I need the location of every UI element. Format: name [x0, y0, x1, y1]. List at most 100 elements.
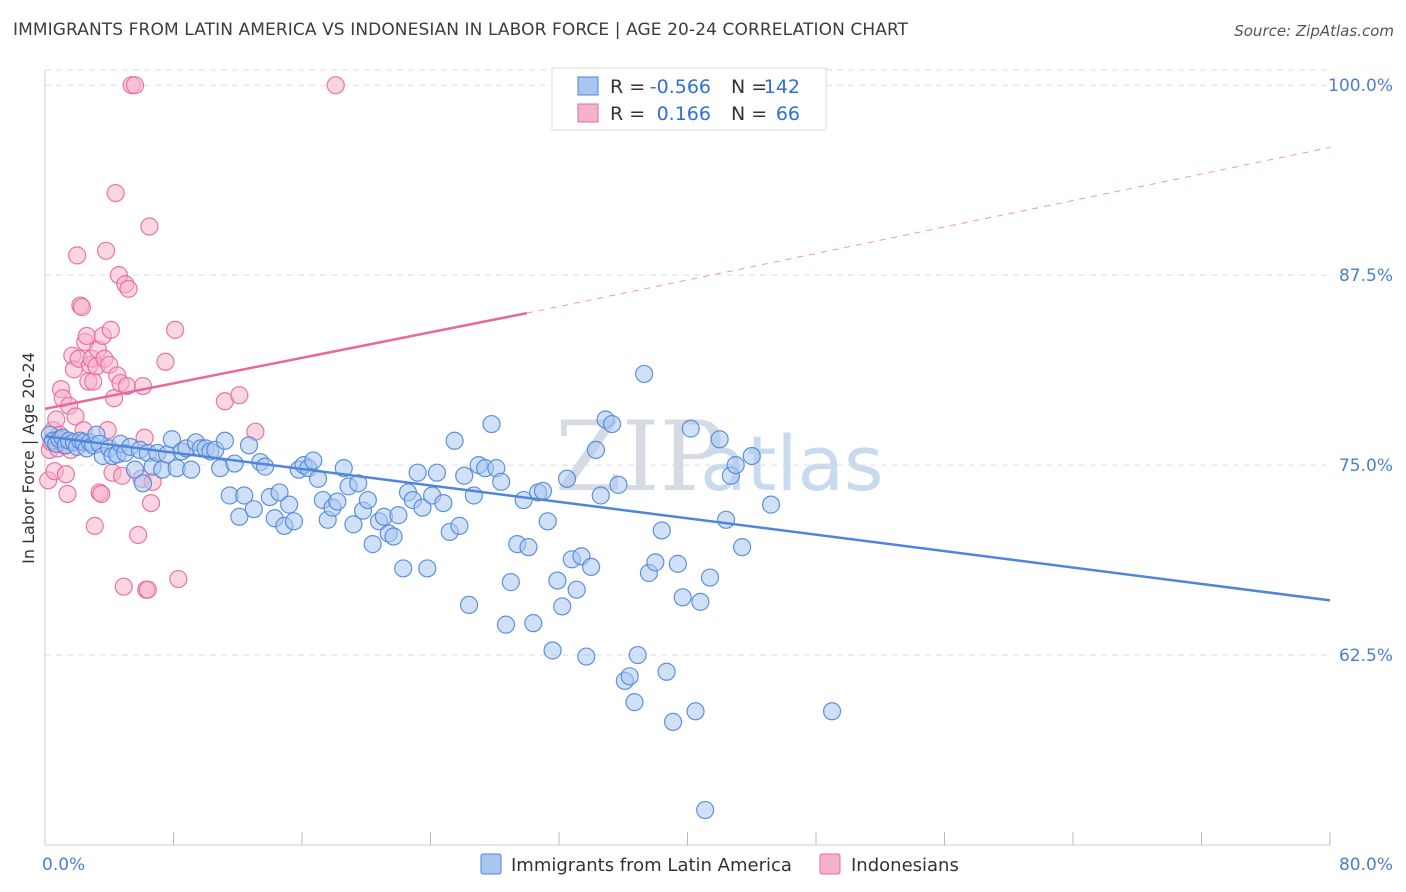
- data-point: [66, 407, 85, 426]
- chart-title: IMMIGRANTS FROM LATIN AMERICA VS INDONES…: [13, 20, 909, 40]
- stats-blue-r-label: R =: [610, 76, 645, 98]
- data-point: [519, 538, 538, 557]
- data-point: [162, 430, 181, 449]
- data-point: [104, 389, 124, 408]
- data-point: [538, 512, 557, 531]
- data-point: [553, 597, 572, 616]
- data-point: [716, 510, 736, 529]
- data-point: [235, 486, 254, 505]
- gridlines: [45, 69, 1330, 656]
- data-point: [434, 493, 453, 513]
- x-tick-label-min: 0.0%: [42, 855, 85, 875]
- data-point: [358, 490, 377, 510]
- data-point: [710, 430, 729, 449]
- y-axis-tick-labels: 62.5% 75.0% 87.5% 100.0%: [1328, 76, 1393, 666]
- legend-swatch-latin-america: [480, 853, 502, 875]
- data-point: [681, 419, 700, 438]
- data-point: [696, 800, 715, 820]
- data-point: [582, 557, 601, 577]
- y-tick-label: 100.0%: [1328, 76, 1393, 96]
- y-tick-label: 62.5%: [1339, 646, 1393, 666]
- data-point: [524, 614, 543, 633]
- data-point: [533, 481, 553, 501]
- data-point: [77, 326, 96, 346]
- data-point: [548, 571, 567, 590]
- data-point: [496, 615, 516, 634]
- data-point: [635, 364, 654, 384]
- data-point: [344, 515, 363, 534]
- stats-box: R = -0.566 N = 142 R = 0.166 N = 66: [551, 67, 827, 131]
- stats-pink-n-value: 66: [776, 103, 800, 125]
- data-point: [133, 376, 153, 396]
- data-point: [47, 410, 66, 429]
- data-point: [114, 577, 133, 596]
- data-point: [543, 641, 562, 660]
- y-tick-label: 87.5%: [1339, 266, 1393, 286]
- data-point: [270, 483, 289, 502]
- data-point: [334, 459, 353, 478]
- legend-swatch-indonesians: [819, 853, 841, 875]
- data-point: [663, 712, 683, 732]
- data-point: [363, 535, 382, 554]
- legend: Immigrants from Latin America Indonesian…: [480, 853, 959, 876]
- data-point: [609, 475, 628, 494]
- trend-lines: [44, 147, 1331, 602]
- data-point: [72, 297, 92, 317]
- data-point: [244, 500, 263, 519]
- data-point: [138, 580, 157, 599]
- y-axis-label: In Labor Force | Age 20-24: [19, 352, 38, 564]
- data-point: [657, 662, 676, 681]
- data-point: [501, 573, 520, 592]
- data-point: [141, 493, 161, 513]
- data-point: [586, 440, 606, 460]
- data-point: [733, 538, 752, 557]
- trend-line-latin-america: [44, 434, 1331, 602]
- data-point: [691, 592, 710, 611]
- data-point: [445, 431, 464, 450]
- stats-pink-r-label: R =: [610, 103, 645, 125]
- trend-line-indonesians-extension: [526, 147, 1331, 314]
- data-point: [418, 559, 437, 578]
- data-point: [761, 495, 781, 514]
- data-point: [56, 465, 75, 484]
- x-tick-label-max: 80.0%: [1339, 855, 1393, 875]
- data-point: [84, 372, 103, 391]
- data-point: [625, 693, 644, 712]
- data-point: [591, 486, 610, 505]
- stats-blue-n-value: 142: [764, 76, 800, 98]
- data-point: [742, 446, 761, 466]
- data-point: [602, 414, 622, 434]
- data-point: [140, 217, 159, 236]
- data-point: [225, 454, 244, 473]
- data-point: [215, 431, 234, 450]
- data-point: [326, 76, 345, 95]
- data-point: [628, 645, 647, 665]
- data-point: [119, 279, 138, 298]
- data-point: [58, 484, 77, 504]
- data-point: [92, 484, 111, 504]
- data-point: [652, 521, 671, 540]
- data-point: [455, 466, 474, 485]
- data-point: [686, 702, 705, 721]
- stats-blue-swatch: [577, 76, 599, 96]
- stats-pink-n-label: N =: [731, 103, 767, 125]
- data-point: [169, 569, 188, 589]
- stats-blue-r-value: -0.566: [650, 76, 711, 98]
- indonesians-points: [39, 76, 345, 599]
- data-point: [182, 460, 201, 479]
- data-point: [255, 457, 275, 476]
- data-point: [394, 559, 413, 578]
- latin-america-points: [40, 364, 842, 820]
- data-point: [101, 320, 120, 339]
- data-point: [68, 246, 87, 265]
- data-point: [726, 455, 745, 475]
- data-point: [482, 414, 501, 434]
- data-point: [822, 702, 842, 721]
- data-point: [166, 320, 185, 339]
- data-point: [349, 474, 368, 493]
- data-point: [328, 492, 347, 511]
- y-tick-label: 75.0%: [1339, 456, 1393, 476]
- data-point: [389, 506, 408, 525]
- data-point: [156, 352, 175, 371]
